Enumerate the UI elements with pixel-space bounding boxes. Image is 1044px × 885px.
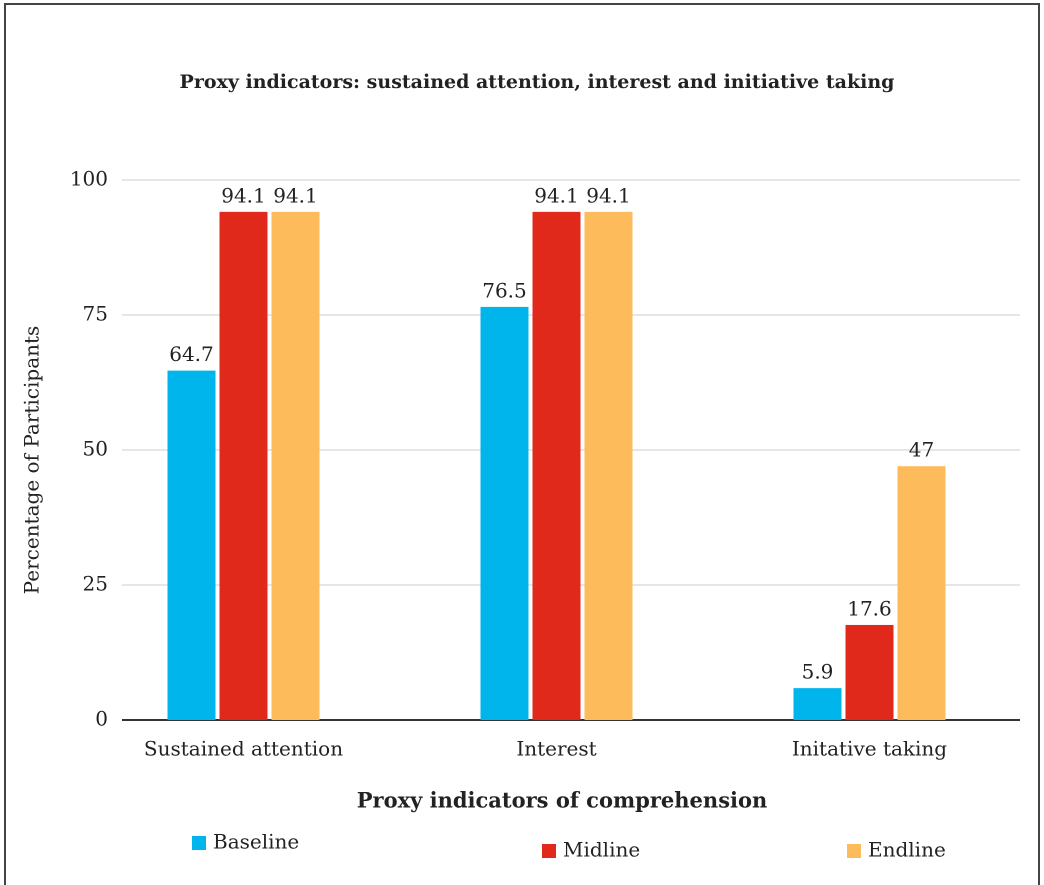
legend-label: Baseline xyxy=(213,830,299,854)
bar xyxy=(532,211,581,721)
legend-swatch xyxy=(542,844,556,858)
bar xyxy=(897,466,946,720)
bar xyxy=(584,211,633,721)
data-label: 94.1 xyxy=(221,183,266,207)
bar xyxy=(219,211,268,721)
y-axis-title: Percentage of Participants xyxy=(20,326,44,595)
legend-label: Endline xyxy=(868,838,946,862)
bar xyxy=(271,211,320,721)
x-tick-label: Interest xyxy=(516,737,596,761)
y-tick-label: 25 xyxy=(83,572,108,596)
x-axis-title: Proxy indicators of comprehension xyxy=(357,788,768,813)
data-label: 76.5 xyxy=(482,278,527,302)
data-label: 64.7 xyxy=(169,342,214,366)
data-label: 94.1 xyxy=(586,183,631,207)
frame xyxy=(4,3,1040,885)
x-tick-label: Sustained attention xyxy=(144,737,343,761)
legend-label: Midline xyxy=(563,838,640,862)
bar xyxy=(480,306,529,720)
y-tick-label: 75 xyxy=(83,302,108,326)
data-label: 47 xyxy=(909,438,934,462)
legend-swatch xyxy=(847,844,861,858)
bar xyxy=(167,370,216,720)
chart-title: Proxy indicators: sustained attention, i… xyxy=(180,71,895,93)
x-tick-label: Initative taking xyxy=(792,737,947,761)
data-label: 17.6 xyxy=(847,596,892,620)
y-tick-label: 50 xyxy=(83,437,108,461)
bar xyxy=(793,688,842,720)
y-tick-label: 100 xyxy=(70,167,108,191)
data-label: 94.1 xyxy=(534,183,579,207)
bar xyxy=(845,624,894,720)
y-tick-label: 0 xyxy=(95,707,108,731)
legend-swatch xyxy=(192,836,206,850)
data-label: 5.9 xyxy=(802,660,834,684)
data-label: 94.1 xyxy=(273,183,318,207)
